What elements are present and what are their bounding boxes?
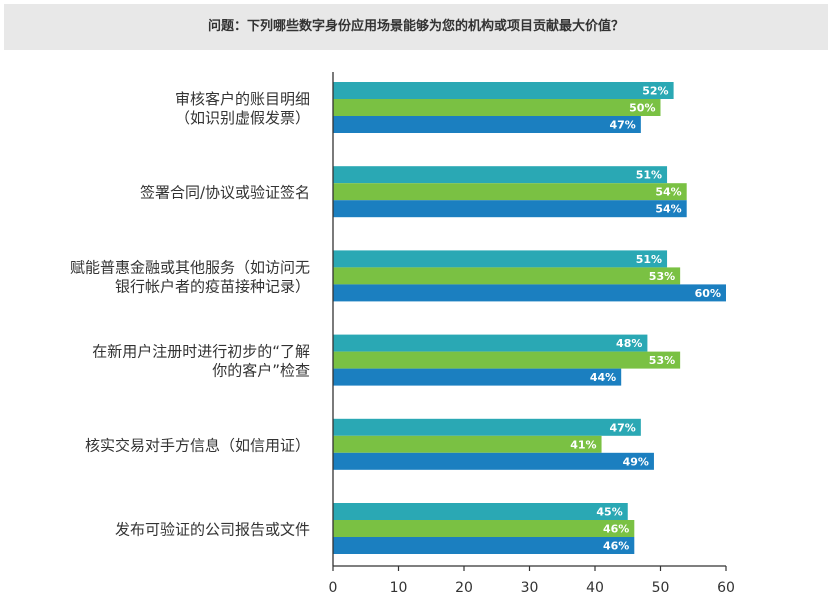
x-tick-label: 20: [455, 580, 473, 596]
bar: [333, 334, 648, 352]
x-tick-label: 0: [329, 580, 338, 596]
bar: [333, 503, 628, 520]
data-label: 47%: [610, 119, 636, 132]
category-label: 你的客户”检查: [212, 362, 310, 380]
category-label: 核实交易对手方信息（如信用证）: [85, 436, 310, 454]
bar: [333, 368, 622, 386]
data-label: 41%: [570, 438, 596, 451]
data-label: 44%: [590, 371, 616, 384]
data-label: 45%: [596, 506, 622, 519]
bar: [333, 284, 726, 302]
bar: [333, 520, 635, 537]
data-label: 50%: [629, 102, 655, 115]
data-label: 51%: [636, 169, 662, 182]
bar: [333, 116, 641, 133]
data-label: 48%: [616, 337, 642, 350]
category-label: 在新用户注册时进行初步的“了解: [92, 343, 310, 361]
data-label: 51%: [636, 253, 662, 266]
bar: [333, 267, 681, 285]
x-tick-label: 30: [521, 580, 539, 596]
bar: [333, 435, 602, 453]
bar: [333, 200, 687, 218]
category-label: 发布可验证的公司报告或文件: [115, 521, 310, 539]
bar: [333, 99, 661, 116]
category-label: 签署合同/协议或验证签名: [140, 184, 310, 202]
data-label: 54%: [655, 203, 681, 216]
chart-header: 问题：下列哪些数字身份应用场景能够为您的机构或项目贡献最大价值？: [4, 4, 828, 50]
data-label: 52%: [642, 85, 668, 98]
bar: [333, 82, 674, 99]
bar: [333, 418, 641, 436]
data-label: 54%: [655, 186, 681, 199]
category-label: 审核客户的账目明细: [175, 90, 310, 108]
data-label: 60%: [695, 287, 721, 300]
bar: [333, 250, 668, 268]
data-label: 49%: [623, 455, 649, 468]
x-tick-label: 60: [717, 580, 735, 596]
data-label: 53%: [649, 354, 675, 367]
category-label: 赋能普惠金融或其他服务（如访问无: [70, 258, 310, 276]
x-tick-label: 50: [652, 580, 670, 596]
category-label: 银行帐户者的疫苗接种记录）: [115, 277, 310, 295]
x-tick-label: 10: [390, 580, 408, 596]
category-label: （如识别虚假发票）: [175, 109, 310, 127]
data-label: 53%: [649, 270, 675, 283]
bar: [333, 537, 635, 554]
x-tick-label: 40: [586, 580, 604, 596]
data-label: 47%: [610, 421, 636, 434]
bar: [333, 351, 681, 369]
bar: [333, 183, 687, 201]
data-label: 46%: [603, 540, 629, 553]
chart-title: 问题：下列哪些数字身份应用场景能够为您的机构或项目贡献最大价值？: [207, 19, 624, 34]
bar: [333, 166, 668, 184]
bar: [333, 452, 654, 470]
data-label: 46%: [603, 523, 629, 536]
